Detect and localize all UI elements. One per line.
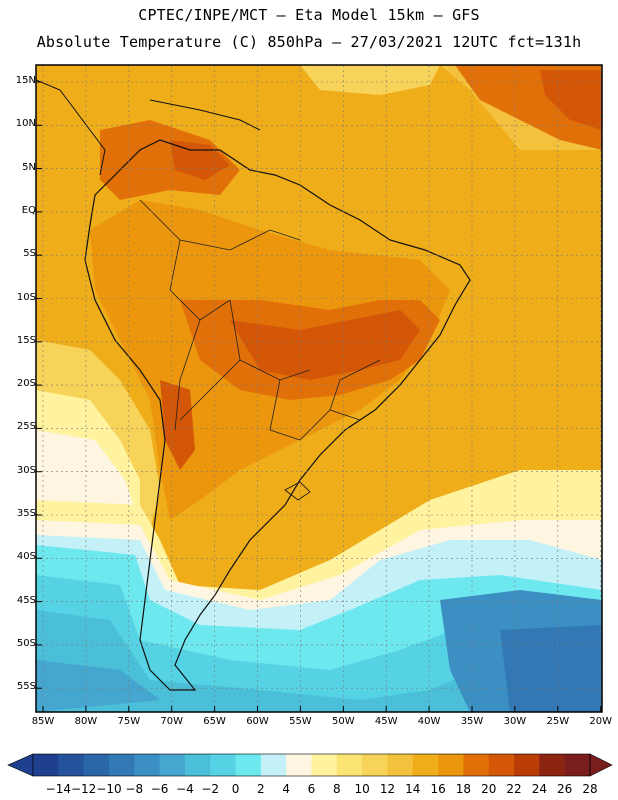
color-scale-legend <box>7 753 613 777</box>
legend-swatch <box>286 754 312 776</box>
field-north-yellow <box>300 65 440 95</box>
legend-swatch <box>235 754 262 776</box>
lat-label: 20S <box>16 378 36 390</box>
legend-swatch <box>387 754 414 776</box>
legend-swatch <box>260 754 287 776</box>
lon-label: 30W <box>503 716 527 727</box>
legend-swatch <box>463 754 490 776</box>
chart-subtitle: Absolute Temperature (C) 850hPa – 27/03/… <box>36 33 582 51</box>
lon-label: 40W <box>417 716 441 727</box>
lon-label: 25W <box>546 716 570 727</box>
legend-label: 8 <box>332 782 341 796</box>
legend-label: −6 <box>150 782 169 796</box>
legend-swatch <box>159 754 186 776</box>
lat-label: 45S <box>16 594 36 606</box>
legend-label: 16 <box>430 782 446 796</box>
lat-label: 30S <box>16 464 36 476</box>
lon-label: 60W <box>246 716 269 727</box>
lon-label: 20W <box>589 716 612 727</box>
lake-outline <box>284 481 311 501</box>
field-southwest-blue <box>36 660 160 712</box>
lat-label: 55S <box>16 681 36 693</box>
lat-label: 10N <box>15 118 36 130</box>
legend-swatch <box>108 754 135 776</box>
lon-label: 55W <box>289 716 312 727</box>
lon-label: 50W <box>331 716 355 727</box>
legend-swatch <box>514 754 540 776</box>
lat-label: 15N <box>15 75 36 86</box>
legend-swatch <box>184 754 211 776</box>
legend-swatch <box>311 754 338 776</box>
legend-swatch <box>412 754 439 776</box>
lon-label: 85W <box>31 716 55 727</box>
legend-swatch <box>564 754 591 776</box>
legend-label: −10 <box>96 782 122 796</box>
field-southeast-deepblue <box>500 625 602 712</box>
lon-label: 80W <box>74 716 98 727</box>
field-northeast-hot <box>540 70 602 130</box>
legend-label: 28 <box>582 782 598 796</box>
legend-label: 2 <box>257 782 265 796</box>
land-outline <box>84 139 471 691</box>
legend-outline <box>32 753 591 777</box>
central-america-outline <box>36 79 261 176</box>
lat-label: 15S <box>16 334 36 346</box>
legend-label: 22 <box>506 782 522 796</box>
lat-label: 50S <box>16 637 36 649</box>
lat-label: 5N <box>22 161 36 173</box>
legend-label: 14 <box>405 782 421 796</box>
lat-label: 10S <box>16 291 36 303</box>
legend-swatch <box>83 754 110 776</box>
legend-label: −14 <box>45 782 71 796</box>
legend-label: −8 <box>125 782 144 796</box>
lat-label: 25S <box>16 421 36 433</box>
legend-swatch <box>438 754 464 776</box>
legend-label: 18 <box>455 782 472 796</box>
legend-swatch <box>362 754 388 776</box>
chart-title: CPTEC/INPE/MCT – Eta Model 15km – GFS <box>138 6 480 24</box>
map-frame <box>35 64 603 713</box>
legend-arrow-max <box>589 753 613 777</box>
field-central-hotter <box>230 310 420 380</box>
legend-label: 10 <box>354 782 370 796</box>
legend-label: −4 <box>176 782 194 796</box>
legend-swatch <box>488 754 515 776</box>
lon-label: 35W <box>460 716 484 727</box>
lat-label: EQ <box>21 204 36 216</box>
lon-label: 45W <box>374 716 398 727</box>
lat-label: 40S <box>16 551 36 563</box>
legend-label: 26 <box>557 782 573 796</box>
lat-label: 5S <box>23 248 36 260</box>
legend-swatch <box>33 754 59 776</box>
legend-label: 0 <box>231 782 240 796</box>
legend-label: −12 <box>70 782 97 796</box>
graticule <box>36 65 602 712</box>
country-borders <box>139 199 381 441</box>
field-andes-south-hot <box>160 380 195 470</box>
lon-label: 75W <box>117 716 141 727</box>
legend-label: 4 <box>282 782 290 796</box>
lon-label: 70W <box>160 716 183 727</box>
lon-label: 65W <box>203 716 226 727</box>
legend-label: 20 <box>481 782 497 796</box>
axis-ticks <box>36 81 602 712</box>
legend-label: 12 <box>379 782 396 796</box>
legend-swatch <box>336 754 363 776</box>
lat-label: 35S <box>16 508 36 519</box>
legend-label: −2 <box>201 782 220 796</box>
legend-label: 6 <box>307 782 316 796</box>
legend-swatch <box>539 754 566 776</box>
legend-arrow-min <box>7 753 34 777</box>
legend-swatch <box>210 754 237 776</box>
legend-swatch <box>58 754 85 776</box>
legend-label: 24 <box>531 782 547 796</box>
legend-swatch <box>134 754 161 776</box>
